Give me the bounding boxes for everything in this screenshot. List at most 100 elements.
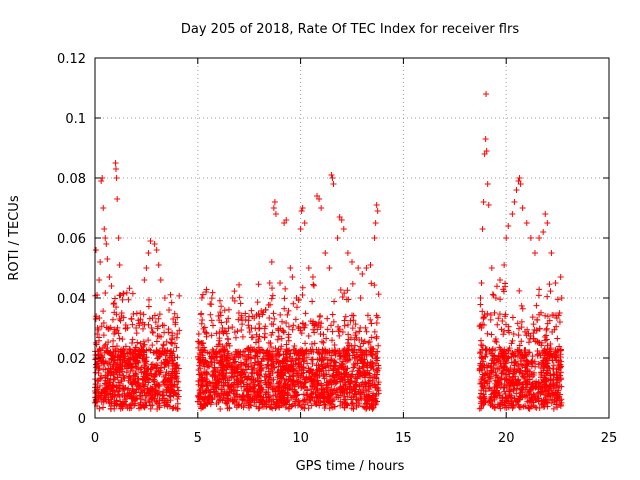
data-point (257, 368, 264, 375)
data-point-peak (115, 235, 122, 241)
data-point (330, 318, 337, 325)
data-point (145, 397, 152, 404)
data-point (357, 389, 364, 396)
data-point (371, 328, 378, 335)
data-point (231, 329, 238, 336)
data-point-peak (114, 196, 121, 202)
data-point (155, 400, 162, 407)
data-point (368, 280, 375, 287)
data-point (141, 355, 148, 362)
data-point (220, 347, 227, 354)
data-point (146, 315, 153, 322)
data-point (544, 293, 551, 300)
data-point (347, 317, 354, 324)
data-point-peak (223, 319, 230, 325)
data-point (108, 355, 115, 362)
data-point (218, 303, 225, 310)
data-point (313, 386, 320, 393)
data-point (274, 358, 281, 365)
data-point (292, 347, 299, 354)
data-point (169, 340, 176, 347)
data-point (291, 400, 298, 407)
data-point (299, 284, 306, 291)
data-point (127, 349, 134, 356)
data-point (208, 317, 215, 324)
data-point (119, 296, 126, 303)
data-point (338, 360, 345, 367)
data-point (369, 345, 376, 352)
data-point (136, 353, 143, 360)
data-point (217, 405, 224, 412)
data-point (278, 335, 285, 342)
data-point (161, 364, 168, 371)
data-point (249, 334, 256, 341)
data-point (248, 307, 255, 314)
data-point (110, 376, 117, 383)
data-point (238, 327, 245, 334)
data-point (288, 403, 295, 410)
data-point-peak (309, 274, 316, 280)
data-point-peak (344, 250, 351, 256)
data-point (105, 325, 112, 332)
data-point (141, 404, 148, 411)
data-point (373, 354, 380, 361)
data-point (148, 325, 155, 332)
data-point (141, 375, 148, 382)
data-point (234, 364, 241, 371)
data-point (282, 285, 289, 292)
data-point (332, 347, 339, 354)
data-point (302, 310, 309, 317)
data-point-peak (482, 136, 489, 142)
data-point-peak (542, 211, 549, 217)
data-point (301, 384, 308, 391)
data-point (264, 361, 271, 368)
data-point (243, 366, 250, 373)
data-point (96, 405, 103, 412)
data-point (120, 374, 127, 381)
data-point (329, 311, 336, 318)
data-point (145, 303, 152, 310)
data-point (116, 356, 123, 363)
data-point (319, 385, 326, 392)
data-point (270, 321, 277, 328)
data-point (161, 377, 168, 384)
data-point (201, 324, 208, 331)
data-point (211, 359, 218, 366)
data-point (148, 361, 155, 368)
data-point (97, 375, 104, 382)
data-point (113, 343, 120, 350)
data-point (493, 338, 500, 345)
data-point (197, 311, 204, 318)
data-point (304, 387, 311, 394)
data-point (323, 335, 330, 342)
data-point-peak (505, 223, 512, 229)
data-point (136, 320, 143, 327)
data-point (283, 341, 290, 348)
data-point (268, 377, 275, 384)
data-point (269, 292, 276, 299)
data-point-peak (272, 211, 279, 217)
data-point-peak (108, 283, 115, 289)
data-point (349, 368, 356, 375)
x-tick-label: 0 (91, 431, 99, 446)
data-point (519, 305, 526, 312)
data-point (149, 377, 156, 384)
data-point (342, 313, 349, 320)
data-point (167, 393, 174, 400)
data-point (113, 304, 120, 311)
data-point (215, 341, 222, 348)
data-point (102, 389, 109, 396)
data-point (375, 342, 382, 349)
data-point (92, 315, 99, 322)
data-point-peak (540, 229, 547, 235)
data-point (310, 282, 317, 289)
data-point (375, 291, 382, 298)
data-point (126, 285, 133, 292)
data-point (518, 324, 525, 331)
data-point (340, 393, 347, 400)
data-point (168, 370, 175, 377)
y-tick-label: 0.1 (65, 112, 86, 127)
data-point (162, 347, 169, 354)
data-point (256, 364, 263, 371)
data-point (279, 318, 286, 325)
